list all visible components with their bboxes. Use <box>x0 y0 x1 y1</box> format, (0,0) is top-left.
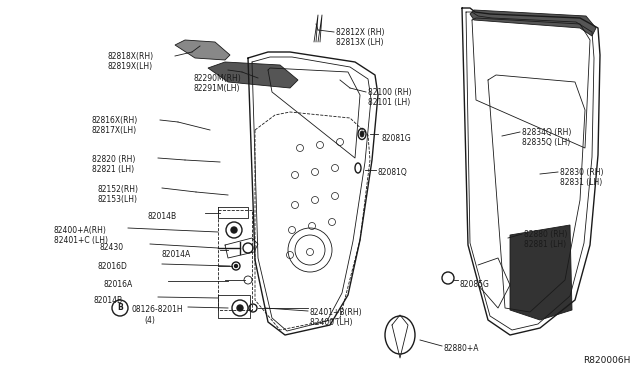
Text: 82880 (RH): 82880 (RH) <box>524 230 568 239</box>
Polygon shape <box>208 62 298 88</box>
Text: B: B <box>117 304 123 312</box>
Text: 82153(LH): 82153(LH) <box>98 195 138 204</box>
Text: 82835Q (LH): 82835Q (LH) <box>522 138 570 147</box>
Text: 82812X (RH): 82812X (RH) <box>336 28 385 37</box>
Text: 82081Q: 82081Q <box>378 168 408 177</box>
Text: 82014B: 82014B <box>148 212 177 221</box>
Text: 82085G: 82085G <box>460 280 490 289</box>
Text: 82821 (LH): 82821 (LH) <box>92 165 134 174</box>
Text: 82014B: 82014B <box>94 296 123 305</box>
Text: (4): (4) <box>144 316 155 325</box>
Polygon shape <box>470 10 596 36</box>
Text: R820006H: R820006H <box>582 356 630 365</box>
Text: 82016A: 82016A <box>104 280 133 289</box>
Text: 82831 (LH): 82831 (LH) <box>560 178 602 187</box>
Text: 08126-8201H: 08126-8201H <box>132 305 184 314</box>
Text: 82400+A(RH): 82400+A(RH) <box>54 226 107 235</box>
Text: 82816X(RH): 82816X(RH) <box>92 116 138 125</box>
Text: 82291M(LH): 82291M(LH) <box>194 84 241 93</box>
Text: 82101 (LH): 82101 (LH) <box>368 98 410 107</box>
Text: 82817X(LH): 82817X(LH) <box>92 126 137 135</box>
Text: 82100 (RH): 82100 (RH) <box>368 88 412 97</box>
Polygon shape <box>175 40 230 60</box>
Text: 82820 (RH): 82820 (RH) <box>92 155 136 164</box>
Circle shape <box>231 227 237 233</box>
Text: 82830 (RH): 82830 (RH) <box>560 168 604 177</box>
Text: 82290M(RH): 82290M(RH) <box>194 74 242 83</box>
Text: 82430: 82430 <box>100 243 124 252</box>
Text: 82081G: 82081G <box>382 134 412 143</box>
Circle shape <box>234 264 237 267</box>
Text: 82834Q (RH): 82834Q (RH) <box>522 128 572 137</box>
Text: 82818X(RH): 82818X(RH) <box>108 52 154 61</box>
Text: 82401+B(RH): 82401+B(RH) <box>310 308 363 317</box>
Text: 82813X (LH): 82813X (LH) <box>336 38 383 47</box>
Text: 82401+C (LH): 82401+C (LH) <box>54 236 108 245</box>
Text: 82400 (LH): 82400 (LH) <box>310 318 353 327</box>
Circle shape <box>237 305 243 311</box>
Text: 82152(RH): 82152(RH) <box>98 185 139 194</box>
Text: 82881 (LH): 82881 (LH) <box>524 240 566 249</box>
Text: 82016D: 82016D <box>98 262 128 271</box>
Text: 82880+A: 82880+A <box>444 344 479 353</box>
Ellipse shape <box>360 131 364 137</box>
Polygon shape <box>510 225 572 320</box>
Text: 82014A: 82014A <box>162 250 191 259</box>
Text: 82819X(LH): 82819X(LH) <box>108 62 153 71</box>
